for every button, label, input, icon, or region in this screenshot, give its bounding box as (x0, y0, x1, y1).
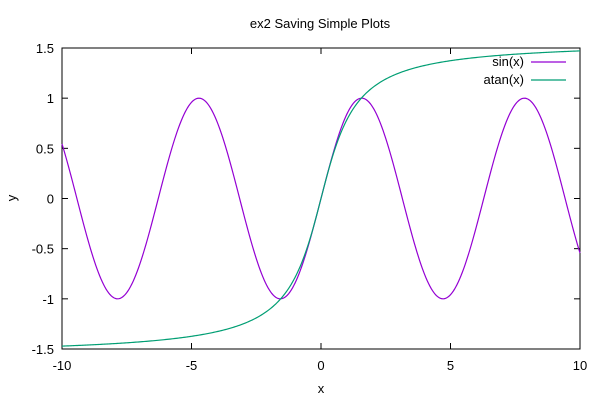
y-tick-label: 0 (47, 192, 54, 207)
ticks (61, 47, 581, 350)
y-tick-label: 1.5 (36, 41, 54, 56)
x-tick-label: -5 (186, 358, 198, 373)
chart-title: ex2 Saving Simple Plots (250, 16, 391, 31)
series-line-atan (61, 50, 581, 347)
legend-label-sin: sin(x) (492, 54, 524, 69)
y-tick-label: -1.5 (32, 342, 54, 357)
x-tick-label: -10 (53, 358, 72, 373)
y-axis-label: y (4, 194, 19, 201)
x-tick-label: 5 (447, 358, 454, 373)
y-tick-label: 0.5 (36, 141, 54, 156)
x-tick-label: 10 (573, 358, 587, 373)
y-tick-label: 1 (47, 91, 54, 106)
y-tick-label: -1 (42, 292, 54, 307)
x-tick-label: 0 (317, 358, 324, 373)
series-lines (61, 50, 581, 347)
legend: sin(x) atan(x) (484, 54, 566, 87)
y-tick-label: -0.5 (32, 242, 54, 257)
tick-labels: -10 -5 0 5 10 -1.5 -1 -0.5 0 0.5 1 1.5 (32, 41, 588, 373)
legend-label-atan: atan(x) (484, 72, 524, 87)
x-axis-label: x (318, 381, 325, 396)
